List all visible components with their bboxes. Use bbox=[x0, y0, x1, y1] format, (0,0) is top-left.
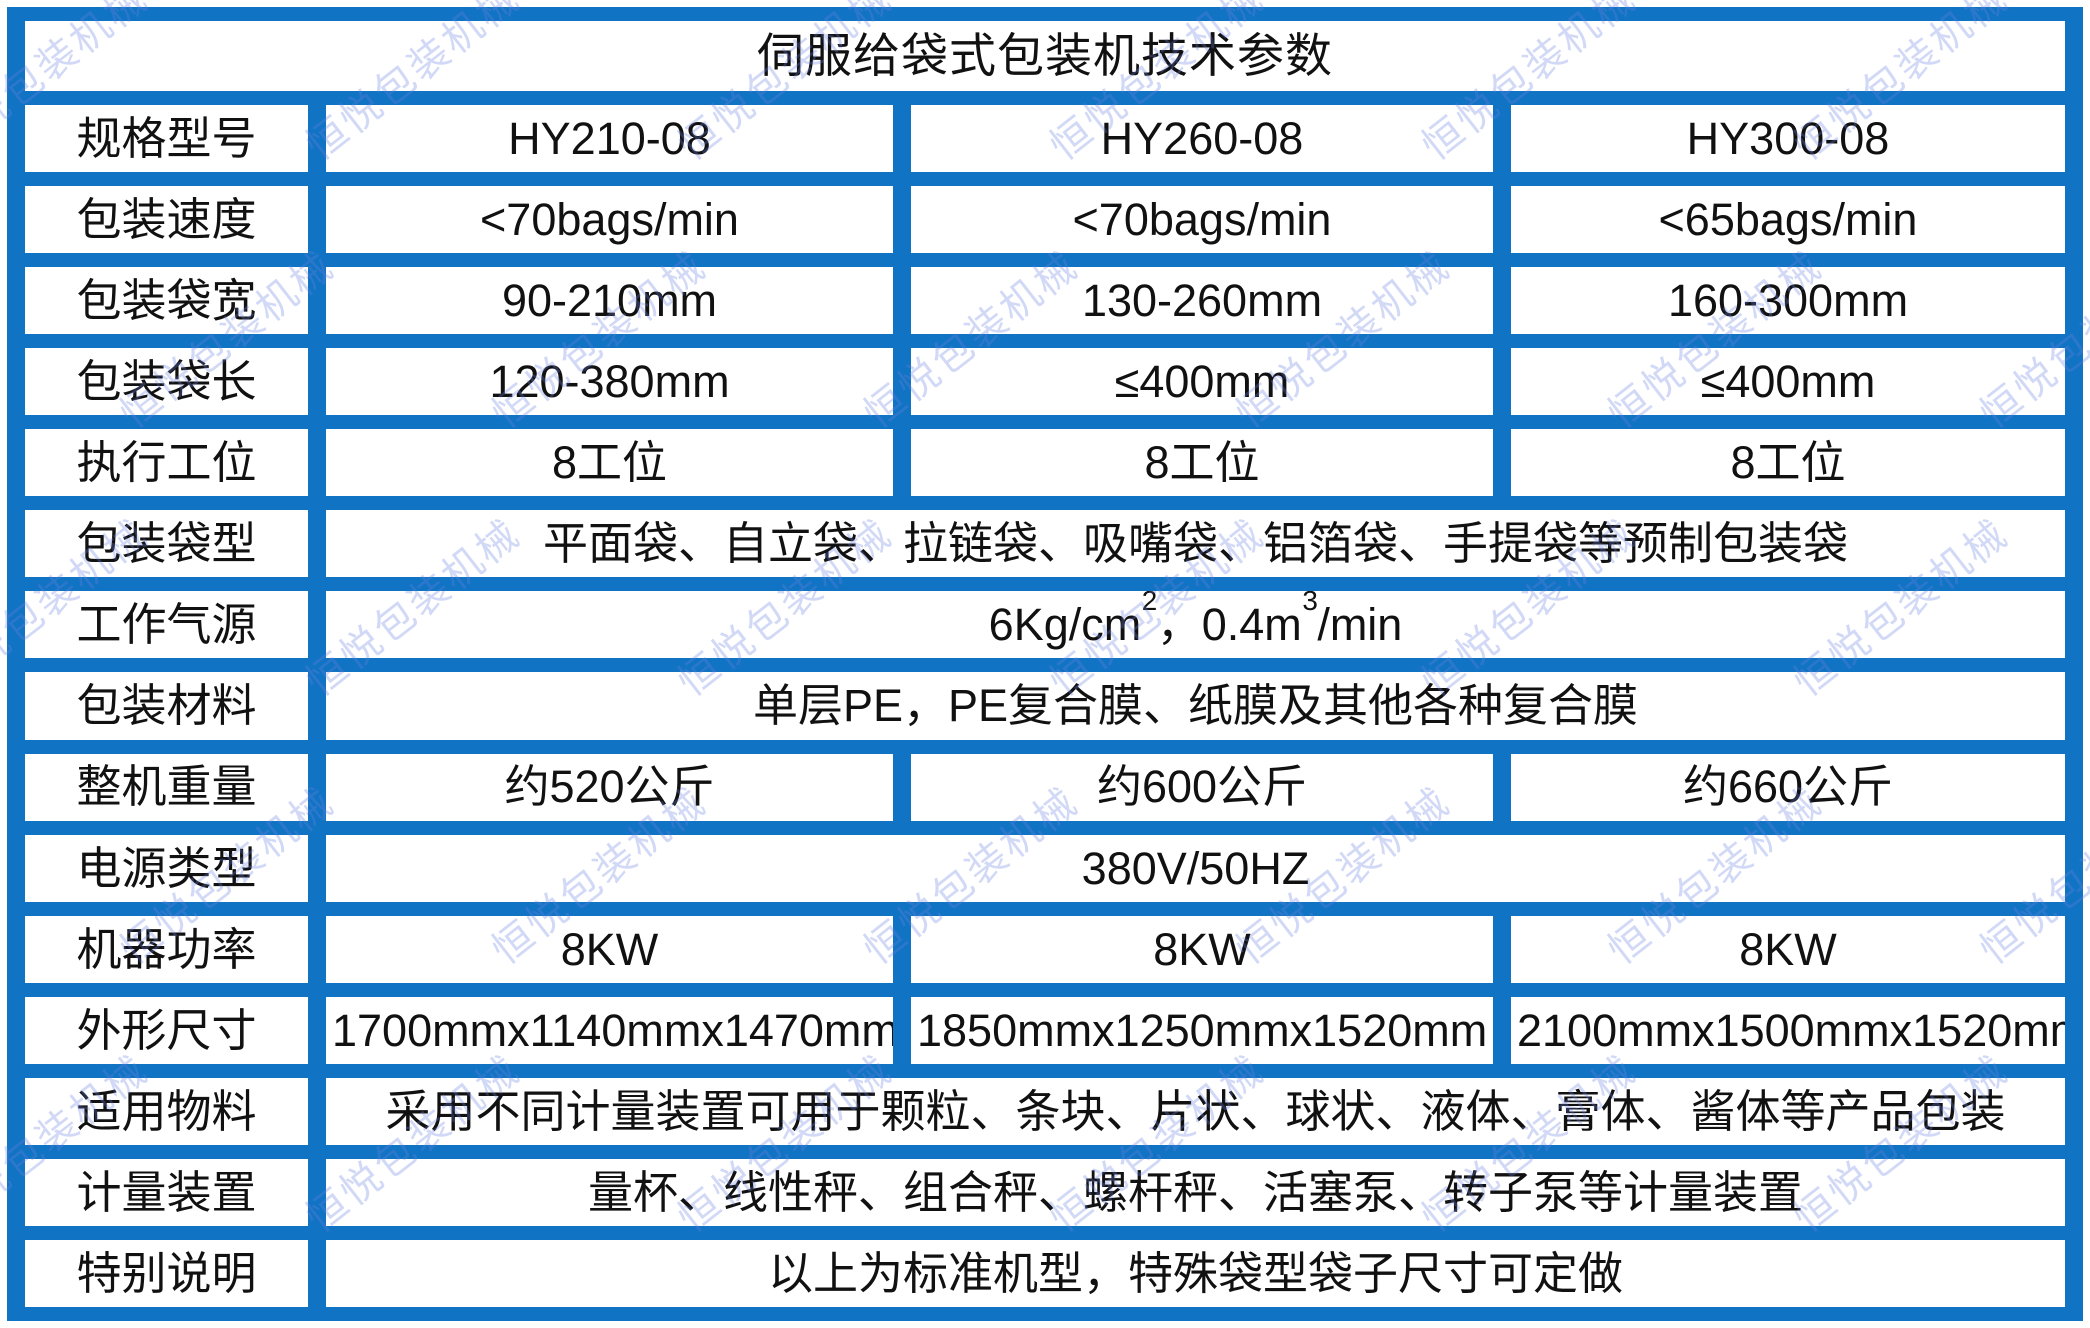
spec-value-span: 6Kg/cm2，0.4m3/min bbox=[326, 591, 2065, 659]
spec-value: 8KW bbox=[326, 915, 893, 983]
table-row: 包装材料 单层PE，PE复合膜、纸膜及其他各种复合膜 bbox=[25, 672, 2065, 740]
row-label: 整机重量 bbox=[25, 753, 308, 821]
table-row: 计量装置 量杯、线性秤、组合秤、螺杆秤、活塞泵、转子泵等计量装置 bbox=[25, 1158, 2065, 1226]
spec-value: 8工位 bbox=[326, 429, 893, 497]
row-label: 机器功率 bbox=[25, 915, 308, 983]
spec-value: 1700mmx1140mmx1470mm bbox=[326, 996, 893, 1064]
page-title: 伺服给袋式包装机技术参数 bbox=[25, 21, 2065, 92]
table-row: 包装速度 <70bags/min <70bags/min <65bags/min bbox=[25, 186, 2065, 254]
spec-table: 伺服给袋式包装机技术参数 规格型号 HY210-08 HY260-08 HY30… bbox=[7, 7, 2083, 1321]
table-row: 包装袋宽 90-210mm 130-260mm 160-300mm bbox=[25, 267, 2065, 335]
spec-value: 8工位 bbox=[1511, 429, 2065, 497]
spec-value: 约600公斤 bbox=[911, 753, 1493, 821]
spec-value: <70bags/min bbox=[911, 186, 1493, 254]
spec-value: 约520公斤 bbox=[326, 753, 893, 821]
row-label: 执行工位 bbox=[25, 429, 308, 497]
spec-value: <65bags/min bbox=[1511, 186, 2065, 254]
spec-value-span: 量杯、线性秤、组合秤、螺杆秤、活塞泵、转子泵等计量装置 bbox=[326, 1158, 2065, 1226]
spec-value: HY300-08 bbox=[1511, 105, 2065, 173]
spec-value-span: 以上为标准机型，特殊袋型袋子尺寸可定做 bbox=[326, 1239, 2065, 1307]
row-label: 计量装置 bbox=[25, 1158, 308, 1226]
table-row: 包装袋长 120-380mm ≤400mm ≤400mm bbox=[25, 348, 2065, 416]
spec-value: 1850mmx1250mmx1520mm bbox=[911, 996, 1493, 1064]
spec-value: 130-260mm bbox=[911, 267, 1493, 335]
spec-value-span: 采用不同计量装置可用于颗粒、条块、片状、球状、液体、膏体、酱体等产品包装 bbox=[326, 1077, 2065, 1145]
air-source-superscript: 2 bbox=[1141, 591, 1158, 616]
spec-value: ≤400mm bbox=[911, 348, 1493, 416]
air-source-superscript: 3 bbox=[1302, 591, 1318, 616]
table-row: 特别说明 以上为标准机型，特殊袋型袋子尺寸可定做 bbox=[25, 1239, 2065, 1307]
row-label: 包装材料 bbox=[25, 672, 308, 740]
spec-value: HY210-08 bbox=[326, 105, 893, 173]
row-label: 外形尺寸 bbox=[25, 996, 308, 1064]
air-source-part: 6Kg/cm bbox=[988, 599, 1142, 651]
spec-value-span: 平面袋、自立袋、拉链袋、吸嘴袋、铝箔袋、手提袋等预制包装袋 bbox=[326, 510, 2065, 578]
table-row: 包装袋型 平面袋、自立袋、拉链袋、吸嘴袋、铝箔袋、手提袋等预制包装袋 bbox=[25, 510, 2065, 578]
row-label: 适用物料 bbox=[25, 1077, 308, 1145]
table-row: 适用物料 采用不同计量装置可用于颗粒、条块、片状、球状、液体、膏体、酱体等产品包… bbox=[25, 1077, 2065, 1145]
row-label: 工作气源 bbox=[25, 591, 308, 659]
spec-value: 2100mmx1500mmx1520mm bbox=[1511, 996, 2065, 1064]
spec-value: 160-300mm bbox=[1511, 267, 2065, 335]
spec-value-span: 380V/50HZ bbox=[326, 834, 2065, 902]
table-row: 外形尺寸 1700mmx1140mmx1470mm 1850mmx1250mmx… bbox=[25, 996, 2065, 1064]
row-label: 包装袋型 bbox=[25, 510, 308, 578]
spec-value: ≤400mm bbox=[1511, 348, 2065, 416]
spec-value: <70bags/min bbox=[326, 186, 893, 254]
air-source-part: /min bbox=[1317, 599, 1403, 651]
spec-value: 8工位 bbox=[911, 429, 1493, 497]
row-label: 包装袋宽 bbox=[25, 267, 308, 335]
spec-value: 90-210mm bbox=[326, 267, 893, 335]
row-label: 特别说明 bbox=[25, 1239, 308, 1307]
table-row: 机器功率 8KW 8KW 8KW bbox=[25, 915, 2065, 983]
row-label: 电源类型 bbox=[25, 834, 308, 902]
spec-value: 8KW bbox=[1511, 915, 2065, 983]
spec-value: 约660公斤 bbox=[1511, 753, 2065, 821]
spec-value: 8KW bbox=[911, 915, 1493, 983]
spec-value-span: 单层PE，PE复合膜、纸膜及其他各种复合膜 bbox=[326, 672, 2065, 740]
table-row: 整机重量 约520公斤 约600公斤 约660公斤 bbox=[25, 753, 2065, 821]
spec-value: 120-380mm bbox=[326, 348, 893, 416]
row-label: 规格型号 bbox=[25, 105, 308, 173]
row-label: 包装速度 bbox=[25, 186, 308, 254]
table-row: 工作气源 6Kg/cm2，0.4m3/min bbox=[25, 591, 2065, 659]
table-row: 规格型号 HY210-08 HY260-08 HY300-08 bbox=[25, 105, 2065, 173]
air-source-part: ，0.4m bbox=[1156, 599, 1302, 651]
title-row: 伺服给袋式包装机技术参数 bbox=[25, 21, 2065, 92]
spec-value: HY260-08 bbox=[911, 105, 1493, 173]
table-row: 执行工位 8工位 8工位 8工位 bbox=[25, 429, 2065, 497]
table-row: 电源类型 380V/50HZ bbox=[25, 834, 2065, 902]
row-label: 包装袋长 bbox=[25, 348, 308, 416]
